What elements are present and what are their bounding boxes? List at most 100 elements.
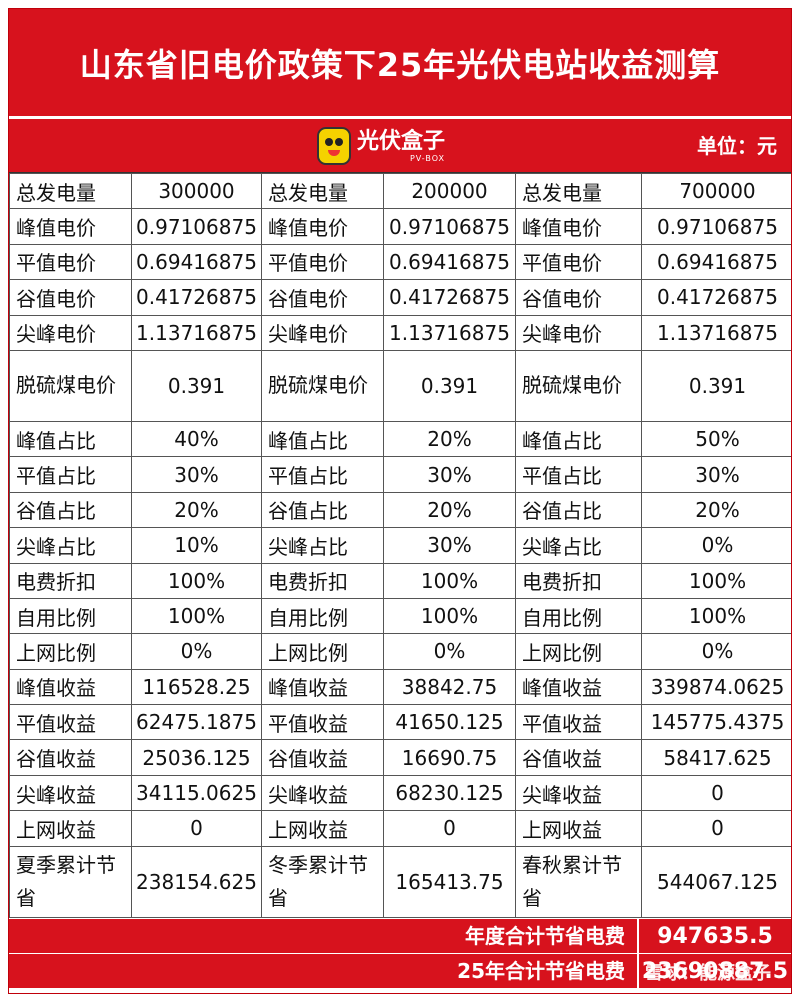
row-value: 0.97106875 bbox=[641, 208, 791, 245]
logo-sub: PV-BOX bbox=[409, 153, 446, 163]
row-value: 0.391 bbox=[131, 349, 262, 422]
row-value: 20% bbox=[383, 420, 516, 458]
row-label: 平值收益 bbox=[515, 704, 642, 741]
row-value: 0.69416875 bbox=[383, 243, 516, 281]
row-value: 20% bbox=[641, 491, 791, 529]
row-label: 谷值占比 bbox=[9, 491, 132, 529]
row-value: 30% bbox=[131, 456, 262, 493]
row-value: 0 bbox=[641, 774, 791, 812]
row-value: 100% bbox=[641, 597, 791, 635]
row-label: 自用比例 bbox=[261, 597, 384, 635]
row-label: 尖峰收益 bbox=[515, 774, 642, 812]
row-label: 尖峰占比 bbox=[515, 527, 642, 564]
unit-label: 单位：元 bbox=[697, 134, 777, 158]
row-value: 68230.125 bbox=[383, 774, 516, 812]
row-label: 峰值收益 bbox=[9, 668, 132, 706]
row-label: 谷值收益 bbox=[515, 739, 642, 776]
row-value: 0 bbox=[383, 810, 516, 847]
table-row: 尖峰电价 1.13716875 尖峰电价 1.13716875 尖峰电价 1.137168… bbox=[9, 314, 791, 351]
row-value: 38842.75 bbox=[383, 668, 516, 706]
row-label: 峰值电价 bbox=[515, 208, 642, 245]
row-value: 0 bbox=[641, 810, 791, 847]
row-label: 尖峰电价 bbox=[515, 314, 642, 351]
row-label: 谷值收益 bbox=[9, 739, 132, 776]
row-label: 谷值占比 bbox=[515, 491, 642, 529]
row-label: 平值占比 bbox=[9, 456, 132, 493]
row-value: 0% bbox=[131, 633, 262, 670]
row-value: 238154.625 bbox=[131, 845, 262, 918]
row-label: 上网比例 bbox=[9, 633, 132, 670]
row-label: 电费折扣 bbox=[261, 562, 384, 599]
table-row: 脱硫煤电价 0.391 脱硫煤电价 0.391 脱硫煤电价 0.391 bbox=[9, 349, 791, 422]
row-value: 0% bbox=[383, 633, 516, 670]
brand-logo: 光伏盒子 PV-BOX bbox=[317, 126, 445, 166]
row-label: 尖峰收益 bbox=[261, 774, 384, 812]
row-value: 0% bbox=[641, 527, 791, 564]
row-value: 300000 bbox=[131, 172, 262, 210]
row-value: 34115.0625 bbox=[131, 774, 262, 812]
row-label: 自用比例 bbox=[515, 597, 642, 635]
row-value: 0.69416875 bbox=[131, 243, 262, 281]
lifetime-total-value: 23690887.5 bbox=[641, 958, 789, 984]
table-row: 平值占比 30% 平值占比 30% 平值占比 30% bbox=[9, 456, 791, 493]
row-label: 尖峰占比 bbox=[9, 527, 132, 564]
row-value: 40% bbox=[131, 420, 262, 458]
row-label: 平值收益 bbox=[9, 704, 132, 741]
row-value: 41650.125 bbox=[383, 704, 516, 741]
row-label: 自用比例 bbox=[9, 597, 132, 635]
table-row: 自用比例 100% 自用比例 100% 自用比例 100% bbox=[9, 597, 791, 635]
table-row: 平值电价 0.69416875 平值电价 0.69416875 平值电价 0.694168… bbox=[9, 243, 791, 281]
row-label: 平值电价 bbox=[515, 243, 642, 281]
row-value: 100% bbox=[383, 597, 516, 635]
table-row: 尖峰占比 10% 尖峰占比 30% 尖峰占比 0% bbox=[9, 527, 791, 564]
row-value: 16690.75 bbox=[383, 739, 516, 776]
table-row: 峰值占比 40% 峰值占比 20% 峰值占比 50% bbox=[9, 420, 791, 458]
row-value: 1.13716875 bbox=[641, 314, 791, 351]
row-label: 平值电价 bbox=[9, 243, 132, 281]
row-label: 总发电量 bbox=[515, 172, 642, 210]
row-value: 20% bbox=[131, 491, 262, 529]
table-row: 谷值占比 20% 谷值占比 20% 谷值占比 20% bbox=[9, 491, 791, 529]
revenue-table: 总发电量 300000 总发电量 200000 总发电量 700000 峰值电价 0.9710… bbox=[9, 172, 791, 918]
row-label: 电费折扣 bbox=[515, 562, 642, 599]
row-value: 62475.1875 bbox=[131, 704, 262, 741]
row-value: 100% bbox=[641, 562, 791, 599]
row-label: 平值收益 bbox=[261, 704, 384, 741]
row-value: 1.13716875 bbox=[383, 314, 516, 351]
row-label: 上网比例 bbox=[515, 633, 642, 670]
row-value: 10% bbox=[131, 527, 262, 564]
table-row: 平值收益 62475.1875 平值收益 41650.125 平值收益 145775.43… bbox=[9, 704, 791, 741]
row-value: 58417.625 bbox=[641, 739, 791, 776]
table-row: 总发电量 300000 总发电量 200000 总发电量 700000 bbox=[9, 172, 791, 210]
row-value: 0.41726875 bbox=[641, 279, 791, 316]
row-label: 谷值占比 bbox=[261, 491, 384, 529]
table-row: 电费折扣 100% 电费折扣 100% 电费折扣 100% bbox=[9, 562, 791, 599]
table-row: 尖峰收益 34115.0625 尖峰收益 68230.125 尖峰收益 0 bbox=[9, 774, 791, 812]
table-row: 峰值收益 116528.25 峰值收益 38842.75 峰值收益 339874.0625 bbox=[9, 668, 791, 706]
row-value: 145775.4375 bbox=[641, 704, 791, 741]
row-value: 25036.125 bbox=[131, 739, 262, 776]
row-value: 339874.0625 bbox=[641, 668, 791, 706]
table-row: 夏季累计节省 238154.625 冬季累计节省 165413.75 春秋累计节省 544… bbox=[9, 845, 791, 918]
row-label: 总发电量 bbox=[261, 172, 384, 210]
row-value: 100% bbox=[383, 562, 516, 599]
row-value: 0.41726875 bbox=[383, 279, 516, 316]
row-label: 谷值电价 bbox=[261, 279, 384, 316]
row-label: 尖峰电价 bbox=[261, 314, 384, 351]
row-value: 0 bbox=[131, 810, 262, 847]
row-value: 1.13716875 bbox=[131, 314, 262, 351]
row-label: 谷值收益 bbox=[261, 739, 384, 776]
row-label: 脱硫煤电价 bbox=[515, 349, 642, 422]
row-value: 200000 bbox=[383, 172, 516, 210]
table-row: 谷值电价 0.41726875 谷值电价 0.41726875 谷值电价 0.417268… bbox=[9, 279, 791, 316]
row-value: 0.391 bbox=[641, 349, 791, 422]
table-row: 上网比例 0% 上网比例 0% 上网比例 0% bbox=[9, 633, 791, 670]
row-value: 30% bbox=[383, 527, 516, 564]
annual-total-value: 947635.5 bbox=[657, 923, 773, 949]
row-label: 脱硫煤电价 bbox=[9, 349, 132, 422]
row-label: 谷值电价 bbox=[9, 279, 132, 316]
row-label: 夏季累计节省 bbox=[9, 845, 132, 918]
row-value: 20% bbox=[383, 491, 516, 529]
annual-total-row: 年度合计节省电费 947635.5 bbox=[9, 917, 791, 953]
table-row: 上网收益 0 上网收益 0 上网收益 0 bbox=[9, 810, 791, 847]
